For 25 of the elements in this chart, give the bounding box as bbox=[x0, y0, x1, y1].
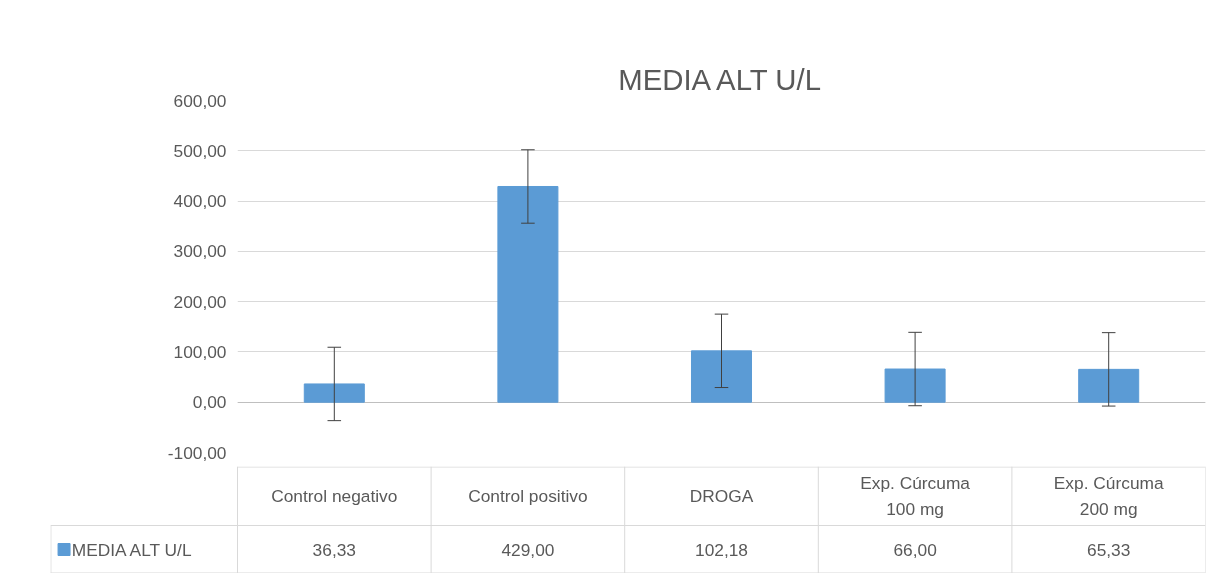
x-tick-label: Control positivo bbox=[468, 486, 588, 506]
x-tick-label: DROGA bbox=[689, 486, 754, 506]
bar bbox=[497, 185, 559, 403]
x-tick-label: Exp. Cúrcuma 200 mg bbox=[1053, 473, 1164, 519]
x-tick-label: Exp. Cúrcuma 100 mg bbox=[860, 473, 971, 519]
y-tick-label: 300,00 bbox=[173, 241, 227, 262]
data-label: 429,00 bbox=[501, 539, 555, 560]
y-tick-label: 0,00 bbox=[192, 392, 227, 413]
data-label: 102,18 bbox=[695, 539, 748, 560]
data-label: 65,33 bbox=[1087, 539, 1131, 560]
y-tick-label: 100,00 bbox=[173, 341, 227, 362]
chart-title: MEDIA ALT U/L bbox=[618, 62, 821, 96]
data-label: 36,33 bbox=[312, 539, 356, 560]
y-tick-label: 600,00 bbox=[173, 90, 227, 111]
bar bbox=[303, 383, 365, 403]
data-label: 66,00 bbox=[893, 539, 937, 560]
bar bbox=[690, 350, 753, 403]
y-tick-label: 500,00 bbox=[173, 140, 227, 161]
y-tick-label: 400,00 bbox=[173, 191, 227, 212]
legend-label: MEDIA ALT U/L bbox=[71, 539, 192, 560]
x-tick-label: Control negativo bbox=[271, 486, 398, 506]
bar bbox=[884, 368, 946, 403]
bar bbox=[1078, 368, 1140, 403]
y-tick-label: 200,00 bbox=[173, 291, 227, 312]
y-tick-label: -100,00 bbox=[167, 442, 227, 463]
